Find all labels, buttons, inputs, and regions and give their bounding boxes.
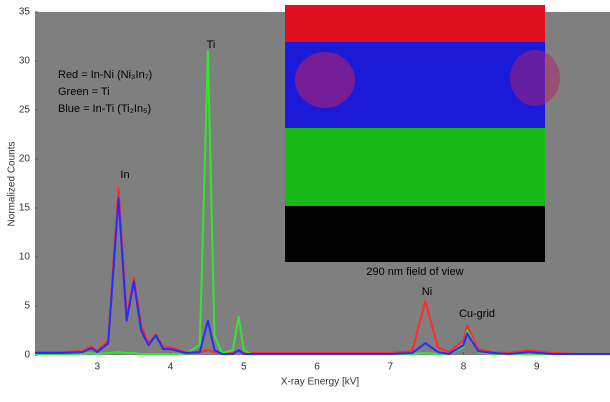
inset-caption: 290 nm field of view — [366, 266, 463, 278]
peak-label: Ti — [207, 39, 216, 51]
peak-label: Cu-grid — [459, 308, 495, 320]
chart: 290 nm field of view X-ray Energy [kV] N… — [0, 0, 610, 397]
y-tick-label: 10 — [19, 252, 31, 263]
y-tick-label: 15 — [19, 203, 31, 214]
peak-label: Ni — [422, 286, 432, 298]
legend-entry: Red = In-Ni (Ni₃In₇) — [58, 69, 152, 81]
y-tick-label: 35 — [19, 7, 31, 18]
x-tick-label: 5 — [241, 362, 247, 373]
x-tick-label: 3 — [94, 362, 100, 373]
x-tick-label: 7 — [387, 362, 393, 373]
y-tick-label: 5 — [24, 301, 30, 312]
inset-image — [285, 5, 560, 262]
legend-entry: Blue = In-Ti (Ti₂In₅) — [58, 103, 151, 115]
x-tick-label: 6 — [314, 362, 320, 373]
y-axis-label: Normalized Counts — [7, 141, 18, 226]
y-tick-label: 0 — [24, 350, 30, 361]
y-tick-label: 20 — [19, 154, 31, 165]
peak-label: In — [120, 169, 129, 181]
x-tick-label: 4 — [168, 362, 174, 373]
x-tick-label: 8 — [461, 362, 467, 373]
y-tick-label: 25 — [19, 105, 31, 116]
x-tick-label: 9 — [534, 362, 540, 373]
legend-entry: Green = Ti — [58, 86, 110, 98]
x-axis-label: X-ray Energy [kV] — [281, 377, 360, 388]
y-tick-label: 30 — [19, 56, 31, 67]
